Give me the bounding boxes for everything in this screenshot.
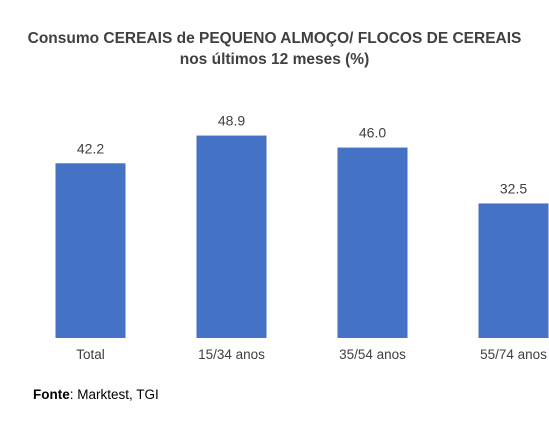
- data-label-4: 32.5: [500, 180, 527, 196]
- data-label-1: 42.2: [77, 140, 104, 156]
- bar-4: [478, 203, 549, 338]
- x-tick-label-4: 55/74 anos: [480, 347, 547, 362]
- data-label-3: 46.0: [359, 125, 386, 141]
- bar-3: [337, 147, 408, 338]
- source-text: : Marktest, TGI: [69, 387, 159, 402]
- x-tick-label-2: 15/34 anos: [198, 347, 265, 362]
- chart-title: Consumo CEREAIS de PEQUENO ALMOÇO/ FLOCO…: [27, 30, 522, 47]
- chart-subtitle: nos últimos 12 meses (%): [179, 51, 370, 68]
- bar-2: [196, 135, 267, 338]
- x-tick-label-1: Total: [76, 347, 105, 362]
- data-label-2: 48.9: [218, 113, 245, 129]
- source-note: Fonte: Marktest, TGI: [33, 387, 159, 402]
- chart-title-block: Consumo CEREAIS de PEQUENO ALMOÇO/ FLOCO…: [0, 28, 549, 70]
- x-tick-label-3: 35/54 anos: [339, 347, 406, 362]
- bar-1: [55, 163, 126, 338]
- source-label: Fonte: [33, 387, 70, 402]
